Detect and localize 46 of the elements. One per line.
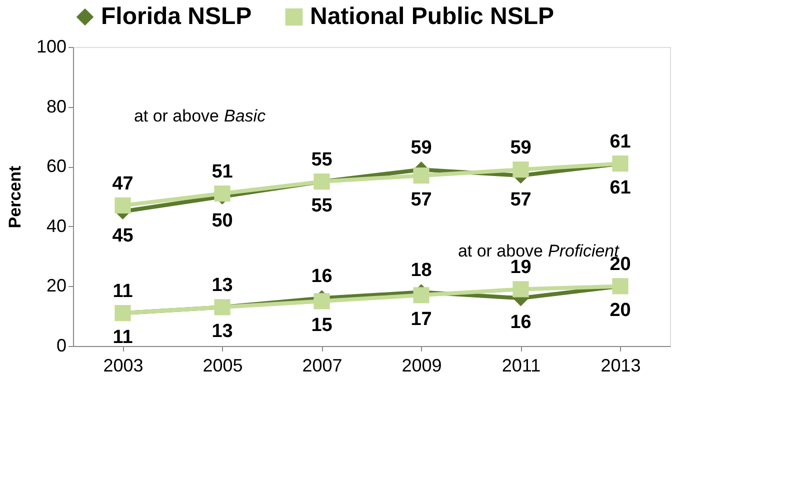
data-label: 51 <box>212 162 234 183</box>
x-tick-label: 2005 <box>202 356 243 376</box>
y-tick-label: 0 <box>56 336 66 356</box>
data-label: 16 <box>510 312 532 334</box>
point <box>413 168 430 184</box>
data-label: 11 <box>112 327 134 348</box>
data-label: 45 <box>112 225 134 246</box>
data-label: 50 <box>212 210 233 232</box>
x-tick-label: 2007 <box>302 356 342 376</box>
annotation: at or above Basic <box>134 106 266 126</box>
x-tick-label: 2003 <box>103 356 144 376</box>
y-axis-title: Percent <box>5 165 24 228</box>
data-label: 61 <box>610 132 632 153</box>
data-label: 15 <box>311 315 333 336</box>
data-label: 20 <box>610 300 631 322</box>
x-tick-label: 2011 <box>502 356 541 376</box>
y-tick-label: 60 <box>46 156 66 176</box>
data-label: 18 <box>410 260 432 282</box>
data-label: 61 <box>610 178 632 199</box>
y-tick-label: 100 <box>36 36 66 56</box>
legend-label: Florida NSLP <box>101 3 252 30</box>
data-label: 59 <box>410 138 432 159</box>
data-label: 13 <box>212 321 233 342</box>
legend-label: National Public NSLP <box>310 3 554 30</box>
point <box>512 281 529 298</box>
y-tick-label: 20 <box>46 276 66 296</box>
x-tick-label: 2013 <box>600 356 641 376</box>
point <box>512 162 529 178</box>
data-label: 55 <box>311 150 333 171</box>
y-tick-label: 40 <box>46 216 66 236</box>
point <box>114 197 131 214</box>
data-label: 59 <box>510 138 532 159</box>
point <box>214 185 230 202</box>
data-label: 17 <box>410 309 432 330</box>
y-tick-label: 80 <box>46 96 66 116</box>
data-label: 13 <box>212 275 233 296</box>
data-label: 57 <box>410 190 432 211</box>
point <box>314 293 330 310</box>
data-label: 16 <box>311 266 332 288</box>
data-label: 19 <box>510 257 532 278</box>
data-label: 11 <box>112 281 134 302</box>
data-label: 47 <box>112 173 134 194</box>
x-tick-label: 2009 <box>402 356 442 376</box>
data-label: 55 <box>311 196 333 217</box>
point <box>413 287 430 304</box>
data-label: 57 <box>510 190 532 211</box>
